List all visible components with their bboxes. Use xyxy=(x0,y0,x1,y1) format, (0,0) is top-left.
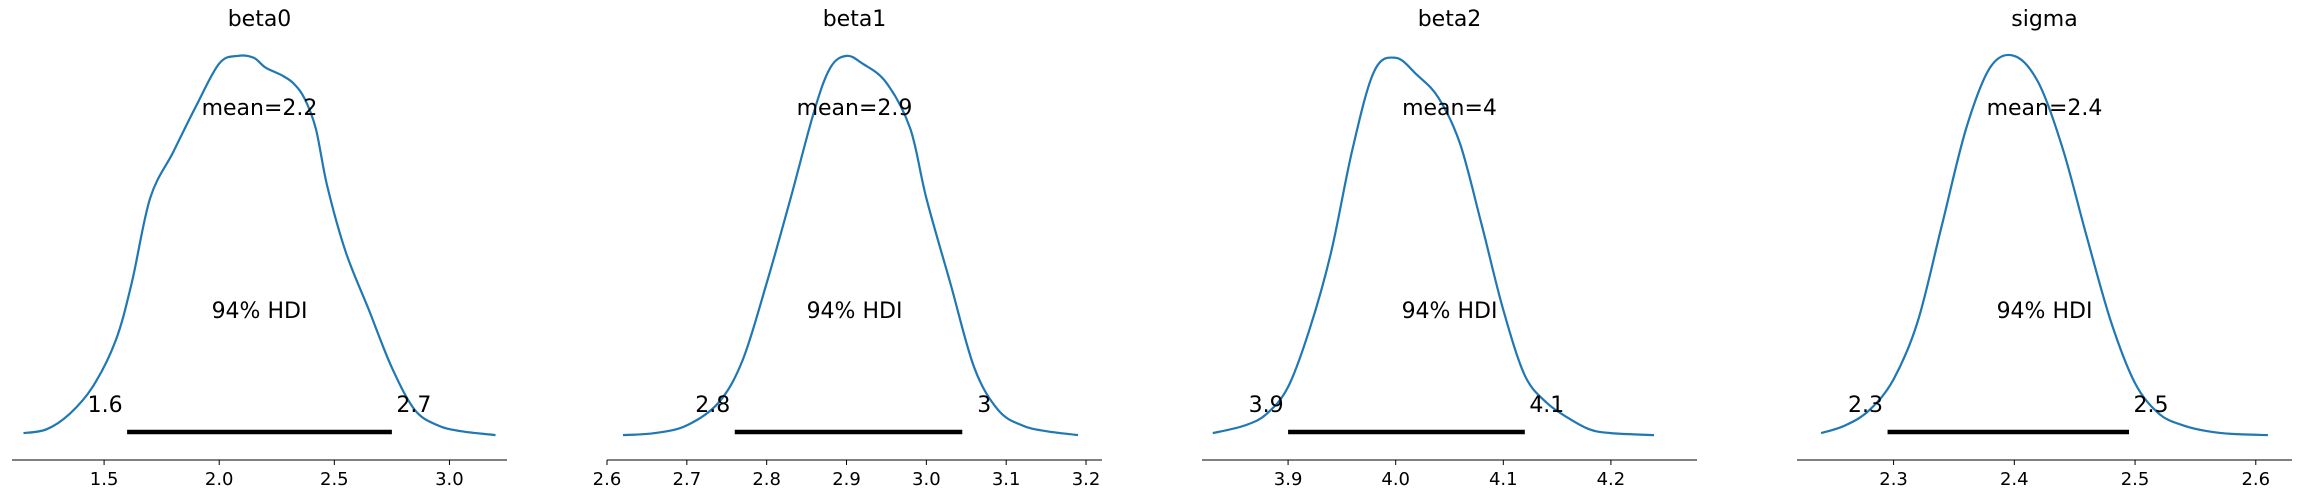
x-tick-label: 3.1 xyxy=(992,469,1021,490)
x-tick-label: 3.0 xyxy=(912,469,941,490)
hdi-label: 94% HDI xyxy=(1402,299,1498,324)
x-tick-label: 2.6 xyxy=(593,469,622,490)
density-curve xyxy=(1820,53,2268,437)
density-curve xyxy=(23,54,496,437)
x-tick-label: 3.0 xyxy=(435,469,464,490)
x-tick-label: 2.7 xyxy=(673,469,702,490)
x-tick-label: 2.3 xyxy=(1879,469,1908,490)
hdi-high-label: 4.1 xyxy=(1529,393,1564,418)
panel-title: beta1 xyxy=(823,7,887,32)
x-tick-label: 3.2 xyxy=(1072,469,1101,490)
hdi-label: 94% HDI xyxy=(1997,299,2093,324)
x-tick-label: 2.8 xyxy=(752,469,781,490)
x-tick-label: 2.5 xyxy=(320,469,349,490)
hdi-label: 94% HDI xyxy=(212,299,308,324)
hdi-high-label: 2.5 xyxy=(2134,393,2169,418)
hdi-low-label: 3.9 xyxy=(1249,393,1284,418)
mean-label: mean=2.4 xyxy=(1987,96,2103,121)
hdi-low-label: 1.6 xyxy=(88,393,123,418)
panel-beta2: beta2 mean=4 94% HDI 3.9 4.1 3.9 4.0 4.1 4.2 xyxy=(1202,7,1697,490)
panel-title: beta2 xyxy=(1418,7,1482,32)
mean-label: mean=2.2 xyxy=(202,96,318,121)
hdi-high-label: 3 xyxy=(977,393,991,418)
x-tick-label: 2.0 xyxy=(205,469,234,490)
mean-label: mean=4 xyxy=(1402,96,1497,121)
hdi-label: 94% HDI xyxy=(807,299,903,324)
x-tick-label: 2.6 xyxy=(2241,469,2270,490)
hdi-high-label: 2.7 xyxy=(396,393,431,418)
hdi-low-label: 2.8 xyxy=(695,393,730,418)
x-tick-label: 2.5 xyxy=(2121,469,2150,490)
panel-beta0: beta0 mean=2.2 94% HDI 1.6 2.7 1.5 2.0 2.5 3.0 xyxy=(12,7,507,490)
x-tick-label: 3.9 xyxy=(1274,469,1303,490)
x-tick-label: 4.2 xyxy=(1597,469,1626,490)
x-tick-label: 1.5 xyxy=(90,469,119,490)
density-curve xyxy=(622,54,1079,437)
x-tick-label: 2.4 xyxy=(2000,469,2029,490)
x-tick-label: 4.0 xyxy=(1381,469,1410,490)
panel-beta1: beta1 mean=2.9 94% HDI 2.8 3 2.6 2.7 2.8 2.9 3.0 3… xyxy=(593,7,1102,490)
x-tick-label: 2.9 xyxy=(832,469,861,490)
mean-label: mean=2.9 xyxy=(797,96,913,121)
density-curve xyxy=(1212,56,1655,437)
panel-title: sigma xyxy=(2011,7,2077,32)
hdi-low-label: 2.3 xyxy=(1848,393,1883,418)
panel-sigma: sigma mean=2.4 94% HDI 2.3 2.5 2.3 2.4 2.5 2.6 xyxy=(1797,7,2292,490)
x-tick-label: 4.1 xyxy=(1489,469,1518,490)
panel-title: beta0 xyxy=(228,7,292,32)
